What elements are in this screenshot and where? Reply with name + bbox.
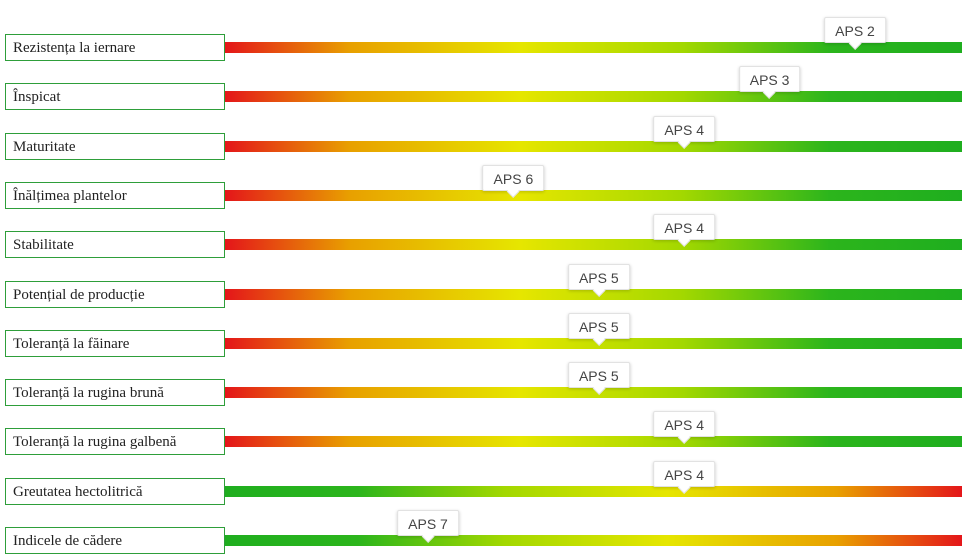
marker-pointer-icon	[848, 37, 862, 50]
rating-marker-text: APS 3	[749, 72, 790, 88]
marker-pointer-icon	[763, 86, 776, 99]
rating-marker: APS 5	[567, 264, 630, 297]
rating-marker: APS 4	[653, 116, 716, 149]
trait-label: Toleranță la rugina galbenă	[5, 428, 225, 455]
rating-marker-text: APS 4	[664, 122, 705, 138]
rating-marker-text: APS 4	[664, 220, 705, 236]
trait-label: Înălțimea plantelor	[5, 182, 225, 209]
rating-gradient-bar: APS 4	[225, 214, 962, 250]
rating-gradient-bar: APS 7	[225, 510, 962, 546]
marker-pointer-icon	[592, 382, 606, 395]
rating-gradient-bar: APS 2	[225, 17, 962, 53]
marker-pointer-icon	[677, 431, 691, 444]
rating-marker: APS 5	[567, 313, 630, 346]
rating-marker: APS 5	[567, 362, 630, 395]
rating-gradient-bar: APS 4	[225, 461, 962, 497]
rating-marker-text: APS 6	[493, 171, 534, 187]
rating-marker: APS 4	[653, 461, 716, 494]
rating-marker: APS 4	[653, 411, 716, 444]
marker-pointer-icon	[421, 530, 435, 543]
marker-pointer-icon	[507, 185, 520, 198]
rating-gradient-bar: APS 4	[225, 116, 962, 152]
rating-row: Înspicat APS 3	[0, 66, 967, 113]
rating-row: Potențial de producție APS 5	[0, 264, 967, 311]
rating-marker-text: APS 5	[578, 319, 619, 335]
marker-pointer-icon	[677, 234, 691, 247]
rating-marker: APS 6	[482, 165, 545, 198]
trait-label: Indicele de cădere	[5, 527, 225, 554]
trait-label: Potențial de producție	[5, 281, 225, 308]
rating-marker-text: APS 5	[578, 368, 619, 384]
rating-gradient-bar: APS 5	[225, 264, 962, 300]
marker-pointer-icon	[592, 284, 606, 297]
rating-gradient-bar: APS 5	[225, 362, 962, 398]
rating-marker-text: APS 4	[664, 417, 705, 433]
trait-label: Rezistența la iernare	[5, 34, 225, 61]
rating-row: Stabilitate APS 4	[0, 214, 967, 261]
rating-row: Înălțimea plantelor APS 6	[0, 165, 967, 212]
rating-marker: APS 7	[397, 510, 459, 543]
rating-gradient-bar: APS 3	[225, 66, 962, 102]
rating-row: Maturitate APS 4	[0, 116, 967, 163]
rating-gradient-bar: APS 5	[225, 313, 962, 349]
trait-label: Înspicat	[5, 83, 225, 110]
trait-label: Toleranță la rugina brună	[5, 379, 225, 406]
rating-gradient-bar: APS 6	[225, 165, 962, 201]
marker-pointer-icon	[592, 333, 606, 346]
rating-row: Toleranță la rugina brună APS 5	[0, 362, 967, 409]
rating-marker-text: APS 7	[408, 516, 448, 532]
rating-marker: APS 3	[738, 66, 801, 99]
rating-row: Toleranță la rugina galbenă APS 4	[0, 411, 967, 458]
rating-marker-text: APS 2	[835, 23, 875, 39]
trait-label: Maturitate	[5, 133, 225, 160]
marker-pointer-icon	[677, 136, 691, 149]
rating-row: Indicele de cădere APS 7	[0, 510, 967, 557]
rating-gradient-bar: APS 4	[225, 411, 962, 447]
rating-row: Toleranță la făinare APS 5	[0, 313, 967, 360]
rating-marker: APS 2	[824, 17, 886, 50]
rating-row: Rezistența la iernare APS 2	[0, 17, 967, 64]
rating-marker-text: APS 5	[578, 270, 619, 286]
trait-label: Greutatea hectolitrică	[5, 478, 225, 505]
trait-label: Toleranță la făinare	[5, 330, 225, 357]
rating-row: Greutatea hectolitrică APS 4	[0, 461, 967, 508]
rating-marker-text: APS 4	[664, 467, 705, 483]
marker-pointer-icon	[677, 481, 691, 494]
trait-label: Stabilitate	[5, 231, 225, 258]
rating-marker: APS 4	[653, 214, 716, 247]
